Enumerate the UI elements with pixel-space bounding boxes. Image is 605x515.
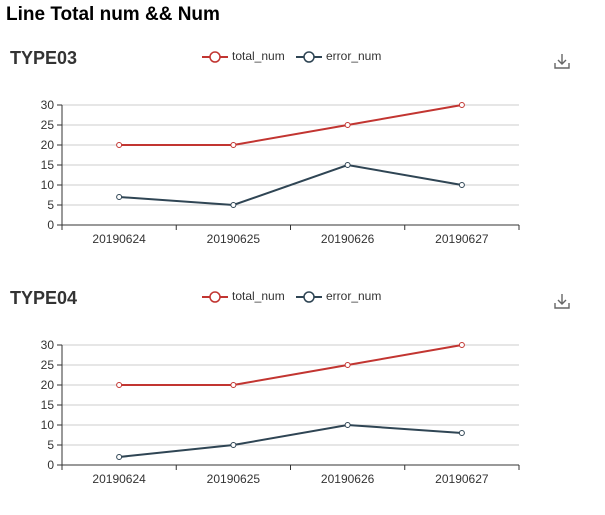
data-point-total-num — [458, 342, 465, 348]
y-tick-label: 10 — [41, 178, 55, 192]
y-tick-label: 5 — [47, 438, 54, 452]
y-tick-label: 15 — [41, 398, 55, 412]
series-line-total-num — [119, 104, 463, 146]
legend-label-error-num: error_num — [326, 289, 382, 303]
data-point-error-num — [230, 202, 237, 208]
chart-plot-area: 0 5 10 15 20 25 30 20190624 20190625 20190626 2019… — [41, 98, 520, 246]
chart-type04: TYPE04 total_num error_num 0 5 10 15 20 25 30 2… — [0, 280, 605, 515]
data-point-error-num — [344, 162, 351, 168]
data-point-error-num — [344, 422, 351, 428]
series-line-total-num — [119, 344, 463, 386]
data-point-total-num — [230, 142, 237, 148]
y-tick-label: 5 — [47, 198, 54, 212]
data-point-error-num — [458, 182, 465, 188]
data-point-total-num — [116, 382, 123, 388]
x-tick-label: 20190627 — [435, 232, 489, 246]
y-tick-label: 10 — [41, 418, 55, 432]
y-tick-label: 25 — [41, 118, 55, 132]
x-tick-label: 20190624 — [92, 232, 146, 246]
y-tick-label: 25 — [41, 358, 55, 372]
series-line-error-num — [119, 163, 463, 207]
series-line-error-num — [119, 423, 462, 458]
legend-label-error-num: error_num — [326, 49, 382, 63]
data-point-total-num — [230, 382, 237, 388]
legend-marker-error-num — [296, 51, 322, 63]
chart-title: TYPE03 — [10, 48, 78, 68]
download-icon[interactable] — [553, 292, 571, 310]
page-title: Line Total num && Num — [6, 4, 220, 25]
data-point-error-num — [230, 442, 237, 448]
legend-label-total-num: total_num — [232, 289, 285, 303]
data-point-total-num — [344, 362, 351, 368]
data-point-error-num — [116, 194, 123, 200]
y-tick-label: 20 — [41, 378, 55, 392]
download-icon[interactable] — [553, 52, 571, 70]
legend-marker-total-num — [202, 51, 228, 63]
y-tick-label: 20 — [41, 138, 55, 152]
x-tick-label: 20190627 — [435, 472, 489, 486]
data-point-total-num — [458, 102, 465, 108]
chart-plot-area: 0 5 10 15 20 25 30 20190624 20190625 20190626 2019… — [41, 338, 520, 486]
data-point-error-num — [116, 454, 123, 460]
x-tick-label: 20190626 — [321, 232, 375, 246]
x-tick-label: 20190626 — [321, 472, 375, 486]
chart-title: TYPE04 — [10, 288, 78, 308]
y-tick-label: 0 — [47, 218, 54, 232]
y-tick-label: 30 — [41, 98, 55, 112]
data-point-error-num — [458, 430, 465, 436]
y-tick-label: 0 — [47, 458, 54, 472]
x-tick-label: 20190625 — [207, 472, 261, 486]
x-tick-label: 20190625 — [207, 232, 261, 246]
legend-label-total-num: total_num — [232, 49, 285, 63]
x-tick-label: 20190624 — [92, 472, 146, 486]
chart-type03: TYPE03 total_num error_num 0 5 10 15 20 25 30 2… — [0, 40, 605, 275]
data-point-total-num — [344, 122, 351, 128]
y-tick-label: 30 — [41, 338, 55, 352]
legend-marker-error-num — [296, 291, 322, 303]
data-point-total-num — [116, 142, 123, 148]
y-tick-label: 15 — [41, 158, 55, 172]
legend-marker-total-num — [202, 291, 228, 303]
